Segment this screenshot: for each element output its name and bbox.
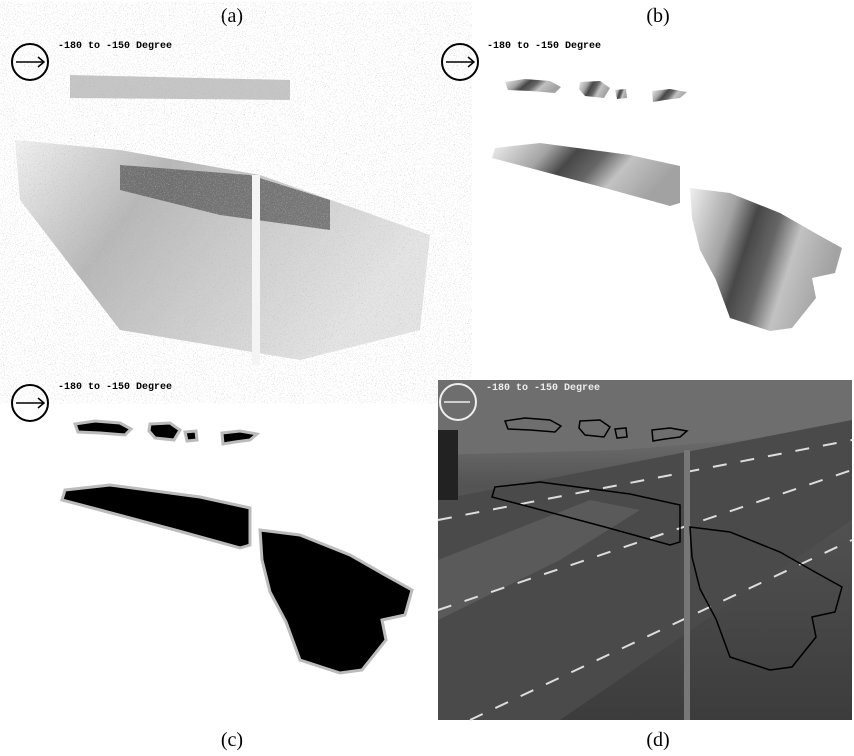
panel-d: -180 to -150 Degree [438,380,852,720]
overlay-text: -180 to -150 Degree [58,41,172,52]
overlay-text: -180 to -150 Degree [58,382,172,393]
panel-b: -180 to -150 Degree [442,41,842,331]
panel-label: (a) [221,5,243,27]
figure: (a) (b) (c) (d) -180 to -150 Degree -180… [0,0,854,756]
panel-label: (c) [221,729,243,751]
panel-c: -180 to -150 Degree [12,382,412,673]
panel-label: (b) [646,5,669,27]
panel-a: -180 to -150 Degree [10,35,430,370]
overlay-text: -180 to -150 Degree [487,41,601,52]
panel-label: (d) [646,729,669,751]
overlay-text: -180 to -150 Degree [486,383,600,394]
